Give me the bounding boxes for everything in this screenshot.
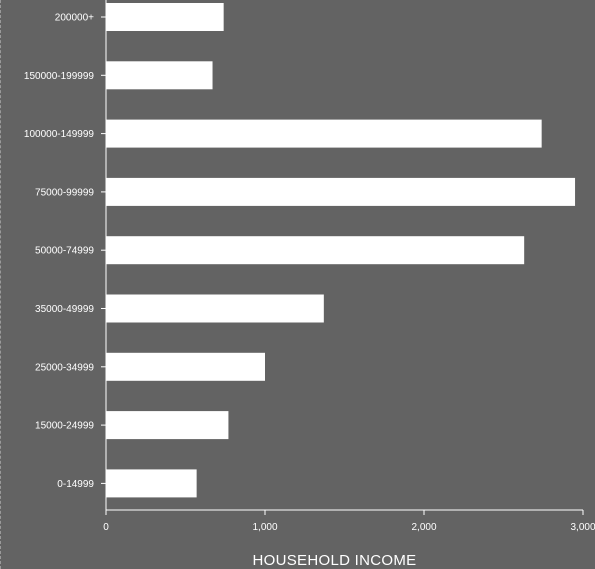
bars-group [106,3,576,498]
category-label: 15000-24999 [35,421,94,432]
y-ticks-group [101,16,106,484]
bar [106,294,324,323]
category-label: 100000-149999 [24,129,95,140]
x-ticks-group: 0 1,000 2,000 3,000 [103,510,595,533]
category-label: 75000-99999 [35,187,94,198]
bar [106,236,525,265]
bar [106,3,224,31]
bar [106,469,197,498]
bar [106,177,576,206]
x-tick-label: 2,000 [411,522,436,533]
x-tick-label: 1,000 [252,522,277,533]
bar [106,352,265,381]
category-label: 25000-34999 [35,362,94,373]
bar [106,119,542,148]
x-tick-label: 3,000 [570,522,595,533]
left-dashed-border [0,0,1,569]
category-label: 35000-49999 [35,304,94,315]
category-label: 0-14999 [57,479,94,490]
category-label: 200000+ [55,13,94,24]
category-label: 150000-199999 [24,71,95,82]
bar [106,411,229,440]
bar [106,61,213,90]
category-label: 50000-74999 [35,246,94,257]
x-axis-title: HOUSEHOLD INCOME [253,552,417,569]
category-labels-group: 200000+ 150000-199999 100000-149999 75000-9… [24,13,95,490]
x-tick-label: 0 [103,522,109,533]
